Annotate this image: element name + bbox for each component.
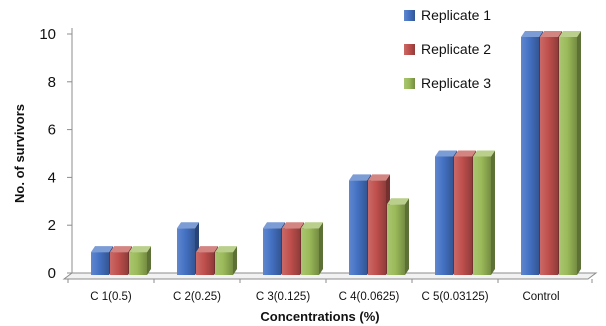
x-tick-label: Control (522, 291, 559, 303)
y-tick-label: 2 (48, 217, 56, 234)
x-tick-label: C 3(0.125) (256, 291, 311, 303)
bar-replicate-1-2 (263, 222, 285, 275)
bars (91, 31, 581, 275)
bar-replicate-1-3 (349, 174, 371, 275)
bar-replicate-2-3 (368, 174, 390, 275)
axes (62, 28, 598, 283)
x-tick-label: C 5(0.03125) (421, 291, 488, 303)
y-tick-label: 6 (48, 122, 56, 139)
bar-replicate-1-4 (435, 150, 457, 275)
bar-replicate-2-1 (196, 246, 218, 275)
legend-label: Replicate 2 (421, 41, 491, 57)
x-tick-label: C 4(0.0625) (339, 291, 400, 303)
legend-label: Replicate 3 (421, 75, 491, 91)
bar-replicate-3-0 (129, 246, 151, 275)
legend-swatch (404, 78, 415, 89)
bar-replicate-3-5 (559, 31, 581, 275)
y-tick-label: 8 (48, 74, 56, 91)
y-axis-title: No. of survivors (12, 104, 27, 203)
legend-item: Replicate 3 (404, 75, 491, 91)
bar-replicate-3-1 (215, 246, 237, 275)
legend-label: Replicate 1 (421, 7, 491, 23)
legend: Replicate 1 Replicate 2 Replicate 3 (404, 7, 491, 91)
bar-replicate-2-0 (110, 246, 132, 275)
bar-replicate-3-3 (387, 198, 409, 275)
x-tick-label: C 1(0.5) (90, 291, 132, 303)
bar-replicate-2-4 (454, 150, 476, 275)
y-tick-label: 10 (39, 26, 56, 43)
legend-item: Replicate 1 (404, 7, 491, 23)
bar-replicate-3-2 (301, 222, 323, 275)
bar-replicate-1-5 (521, 31, 543, 275)
legend-swatch (404, 10, 415, 21)
legend-swatch (404, 44, 415, 55)
y-tick-label: 0 (48, 265, 56, 282)
bar-replicate-1-1 (177, 222, 199, 275)
y-tick-labels: 0 2 4 6 8 10 (39, 26, 56, 282)
bar-replicate-3-4 (473, 150, 495, 275)
x-axis-title: Concentrations (%) (260, 309, 379, 324)
bar-replicate-1-0 (91, 246, 113, 275)
bar-replicate-2-5 (540, 31, 562, 275)
x-tick-labels: C 1(0.5) C 2(0.25) C 3(0.125) C 4(0.0625) C … (90, 291, 559, 303)
bar-replicate-2-2 (282, 222, 304, 275)
x-tick-label: C 2(0.25) (173, 291, 221, 303)
y-tick-label: 4 (48, 169, 56, 186)
legend-item: Replicate 2 (404, 41, 491, 57)
